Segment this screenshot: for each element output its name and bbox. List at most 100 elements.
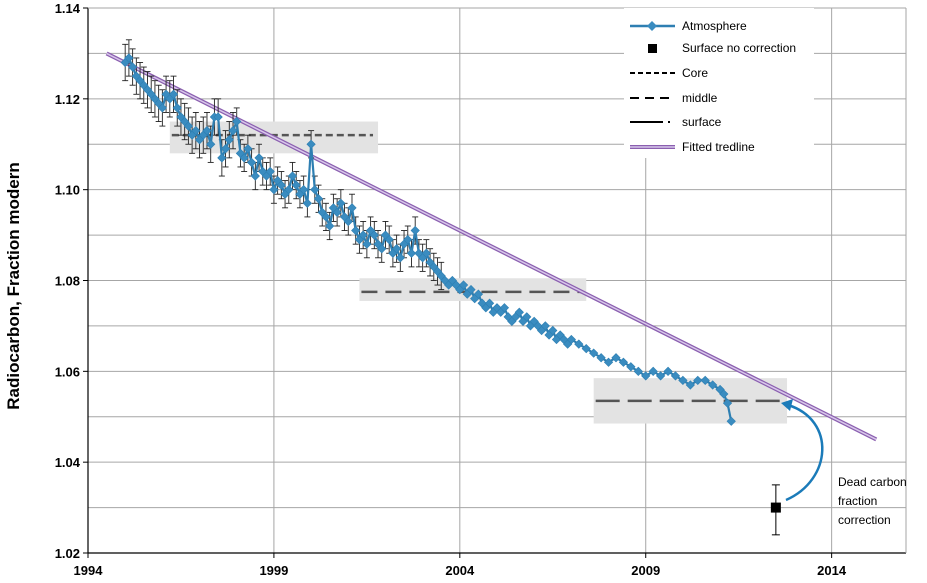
annotation-line-1: Dead carbon bbox=[838, 475, 907, 489]
atmosphere-marker bbox=[347, 203, 357, 213]
atmosphere-marker bbox=[168, 89, 179, 99]
atmosphere-marker bbox=[302, 198, 312, 208]
atmosphere-marker bbox=[217, 153, 227, 163]
y-tick-label: 1.06 bbox=[55, 364, 80, 379]
atmosphere-marker bbox=[548, 325, 558, 336]
atmosphere-marker bbox=[708, 380, 718, 390]
atmosphere-marker bbox=[678, 375, 688, 386]
atmosphere-marker bbox=[325, 221, 335, 231]
x-tick-label: 2004 bbox=[445, 563, 475, 578]
surface-marker bbox=[770, 502, 781, 513]
atmosphere-marker bbox=[458, 280, 469, 290]
legend-label: Fitted tredline bbox=[682, 140, 755, 154]
atmosphere-marker bbox=[499, 303, 510, 313]
trendline-inner bbox=[106, 52, 877, 441]
atmosphere-marker bbox=[299, 185, 309, 195]
atmosphere-marker bbox=[287, 171, 298, 181]
atmosphere-marker bbox=[228, 126, 238, 136]
atmosphere-marker bbox=[276, 180, 286, 190]
atmosphere-marker bbox=[603, 357, 614, 367]
atmosphere-marker bbox=[648, 366, 658, 376]
annotation-line-2: fraction bbox=[838, 494, 877, 508]
atmosphere-marker bbox=[269, 185, 279, 195]
atmosphere-marker bbox=[191, 126, 201, 136]
atmosphere-marker bbox=[574, 339, 584, 349]
atmosphere-marker bbox=[395, 253, 405, 263]
atmosphere-marker bbox=[566, 334, 576, 345]
atmosphere-marker bbox=[310, 185, 320, 195]
atmosphere-marker bbox=[663, 366, 673, 376]
legend-surface-dot bbox=[668, 121, 670, 123]
atmosphere-marker bbox=[246, 157, 257, 168]
atmosphere-marker bbox=[410, 225, 420, 236]
atmosphere-marker bbox=[726, 416, 736, 426]
atmosphere-marker bbox=[700, 375, 710, 386]
legend: Atmosphere Surface no correction Core middl… bbox=[624, 8, 814, 158]
atmosphere-marker bbox=[291, 180, 301, 190]
atmosphere-marker bbox=[596, 353, 606, 363]
atmosphere-marker bbox=[369, 230, 379, 240]
y-axis-label: Radiocarbon, Fraction modern bbox=[4, 162, 23, 409]
atmosphere-marker bbox=[250, 171, 260, 181]
atmosphere-marker bbox=[641, 371, 651, 381]
atmosphere-marker bbox=[655, 371, 666, 381]
atmosphere-marker bbox=[254, 153, 264, 163]
atmosphere-marker bbox=[403, 235, 413, 245]
y-tick-label: 1.08 bbox=[55, 274, 80, 289]
atmosphere-marker bbox=[265, 166, 275, 177]
atmosphere-marker bbox=[377, 244, 387, 254]
atmosphere-marker bbox=[618, 357, 629, 367]
atmosphere-marker bbox=[391, 244, 402, 254]
atmosphere-marker bbox=[670, 371, 681, 381]
atmosphere-marker bbox=[321, 212, 331, 222]
atmosphere-marker bbox=[336, 198, 346, 208]
atmosphere-marker bbox=[127, 62, 138, 72]
legend-label: Core bbox=[682, 66, 708, 80]
atmosphere-marker bbox=[685, 380, 695, 390]
legend-label: middle bbox=[682, 91, 718, 105]
atmosphere-marker bbox=[343, 216, 353, 227]
legend-label: Atmosphere bbox=[682, 19, 747, 33]
atmosphere-marker bbox=[722, 398, 733, 408]
atmosphere-marker bbox=[172, 103, 182, 113]
atmosphere-marker bbox=[473, 289, 484, 299]
fitted-trendline bbox=[105, 51, 878, 442]
atmosphere-marker bbox=[384, 235, 394, 245]
atmosphere-marker bbox=[239, 153, 249, 163]
atmosphere-marker bbox=[313, 194, 324, 204]
y-tick-label: 1.10 bbox=[55, 183, 80, 198]
atmosphere-marker bbox=[421, 248, 431, 258]
atmosphere-marker bbox=[522, 312, 532, 322]
y-tick-label: 1.02 bbox=[55, 546, 80, 561]
legend-label: surface bbox=[682, 115, 722, 129]
atmosphere-marker bbox=[693, 375, 703, 386]
atmosphere-marker bbox=[224, 135, 234, 145]
atmosphere-marker bbox=[611, 353, 621, 363]
atmosphere-marker bbox=[157, 103, 167, 113]
legend-surface-marker bbox=[648, 44, 657, 53]
atmosphere-marker bbox=[306, 139, 316, 149]
x-tick-label: 1994 bbox=[74, 563, 104, 578]
atmosphere-marker bbox=[284, 185, 294, 195]
atmosphere-series bbox=[120, 53, 736, 426]
atmosphere-marker bbox=[351, 225, 361, 236]
correction-arrow-head bbox=[781, 399, 793, 411]
atmosphere-marker bbox=[484, 298, 495, 308]
correction-arrow bbox=[785, 403, 824, 502]
atmosphere-marker bbox=[362, 239, 372, 249]
atmosphere-marker bbox=[358, 230, 368, 240]
legend-atmosphere-marker bbox=[647, 21, 657, 31]
atmosphere-marker bbox=[540, 321, 550, 331]
y-tick-label: 1.14 bbox=[55, 1, 81, 16]
atmosphere-marker bbox=[633, 366, 643, 376]
y-tick-label: 1.04 bbox=[55, 455, 81, 470]
x-tick-label: 2009 bbox=[631, 563, 660, 578]
atmosphere-marker bbox=[213, 112, 223, 122]
atmosphere-marker bbox=[589, 348, 599, 358]
atmosphere-marker bbox=[514, 307, 524, 317]
x-tick-label: 2014 bbox=[817, 563, 847, 578]
atmosphere-marker bbox=[406, 248, 417, 258]
x-tick-label: 1999 bbox=[259, 563, 288, 578]
legend-label: Surface no correction bbox=[682, 41, 796, 55]
atmosphere-marker bbox=[220, 144, 231, 154]
